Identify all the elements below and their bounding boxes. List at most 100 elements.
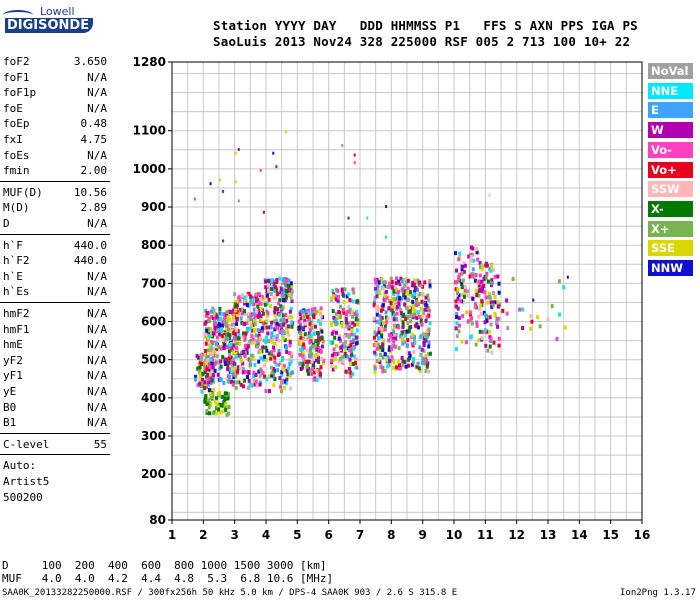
data-point bbox=[339, 315, 343, 320]
data-point bbox=[256, 342, 260, 347]
data-point bbox=[351, 314, 354, 319]
param-name: C-level bbox=[3, 437, 50, 451]
data-point bbox=[406, 314, 410, 319]
data-point bbox=[248, 326, 252, 331]
data-point bbox=[381, 341, 385, 346]
data-point bbox=[485, 314, 489, 319]
data-point bbox=[319, 314, 323, 319]
data-point bbox=[480, 284, 484, 289]
data-point bbox=[346, 354, 350, 359]
data-point bbox=[378, 289, 382, 294]
data-point bbox=[263, 354, 266, 359]
data-point bbox=[399, 307, 403, 312]
param-value: N/A bbox=[87, 86, 107, 100]
data-point bbox=[287, 366, 291, 371]
data-point bbox=[532, 298, 535, 302]
data-point bbox=[330, 364, 333, 368]
data-point bbox=[270, 339, 274, 344]
data-point bbox=[230, 342, 234, 346]
data-point bbox=[269, 356, 273, 361]
data-point bbox=[420, 333, 424, 338]
data-point bbox=[415, 364, 419, 369]
data-point bbox=[272, 151, 275, 155]
data-point bbox=[381, 344, 385, 349]
data-point bbox=[245, 302, 249, 307]
data-point bbox=[479, 288, 483, 293]
data-point bbox=[426, 332, 430, 337]
data-point bbox=[334, 356, 337, 361]
data-point bbox=[269, 365, 273, 370]
data-point bbox=[405, 297, 409, 302]
data-point bbox=[412, 338, 416, 343]
data-point bbox=[465, 310, 469, 315]
data-point bbox=[428, 279, 432, 284]
data-point bbox=[419, 319, 423, 324]
data-point bbox=[206, 333, 209, 338]
data-point bbox=[264, 335, 268, 340]
data-point bbox=[265, 358, 268, 362]
data-point bbox=[289, 314, 293, 319]
data-point bbox=[299, 335, 303, 340]
data-point bbox=[206, 377, 210, 382]
data-point bbox=[308, 321, 312, 326]
data-point bbox=[301, 365, 305, 370]
param-row: h`E N/A bbox=[3, 270, 107, 284]
data-point bbox=[280, 373, 284, 377]
data-point bbox=[495, 320, 499, 325]
data-point bbox=[278, 313, 282, 318]
data-point bbox=[243, 295, 247, 300]
data-point bbox=[213, 361, 217, 366]
data-point bbox=[319, 349, 323, 354]
data-point bbox=[489, 322, 493, 327]
data-point bbox=[257, 359, 261, 364]
param-name: B1 bbox=[3, 416, 17, 430]
data-point bbox=[373, 335, 376, 340]
legend-item-nnw: NNW bbox=[648, 260, 693, 276]
data-point bbox=[253, 382, 257, 387]
data-point bbox=[470, 321, 474, 326]
data-point bbox=[477, 314, 481, 319]
data-point bbox=[265, 301, 269, 306]
data-point bbox=[248, 362, 252, 367]
param-value: N/A bbox=[87, 148, 107, 162]
data-point bbox=[262, 338, 266, 343]
data-point bbox=[486, 279, 490, 284]
legend-item-nne: NNE bbox=[648, 82, 693, 99]
data-point bbox=[312, 377, 316, 382]
data-point bbox=[379, 326, 383, 331]
data-point bbox=[282, 322, 286, 327]
data-point bbox=[484, 276, 488, 280]
data-point bbox=[251, 298, 255, 303]
data-point bbox=[273, 288, 277, 293]
data-point bbox=[409, 319, 413, 324]
data-point bbox=[223, 397, 227, 402]
data-point bbox=[410, 362, 414, 367]
data-point bbox=[401, 325, 405, 329]
data-point bbox=[224, 402, 228, 407]
data-point bbox=[343, 351, 347, 356]
data-point bbox=[530, 319, 534, 324]
data-point bbox=[254, 333, 258, 338]
data-point bbox=[462, 294, 466, 299]
data-point bbox=[395, 311, 399, 316]
data-point bbox=[234, 385, 238, 390]
data-point bbox=[421, 356, 425, 361]
data-point bbox=[198, 360, 202, 365]
param-row: h`Es N/A bbox=[3, 285, 107, 299]
data-point bbox=[303, 314, 306, 319]
data-point bbox=[408, 305, 412, 310]
data-point bbox=[472, 258, 476, 263]
data-point bbox=[251, 337, 255, 342]
data-point bbox=[223, 343, 227, 348]
data-point bbox=[392, 330, 396, 335]
data-point bbox=[405, 329, 409, 334]
data-point bbox=[265, 293, 269, 298]
data-point bbox=[505, 298, 509, 303]
data-point bbox=[284, 284, 288, 289]
x-tick-label: 13 bbox=[540, 528, 557, 542]
data-point bbox=[205, 361, 208, 366]
data-point bbox=[212, 387, 216, 392]
data-point bbox=[226, 332, 230, 337]
data-point bbox=[266, 311, 270, 316]
data-point bbox=[250, 328, 254, 333]
